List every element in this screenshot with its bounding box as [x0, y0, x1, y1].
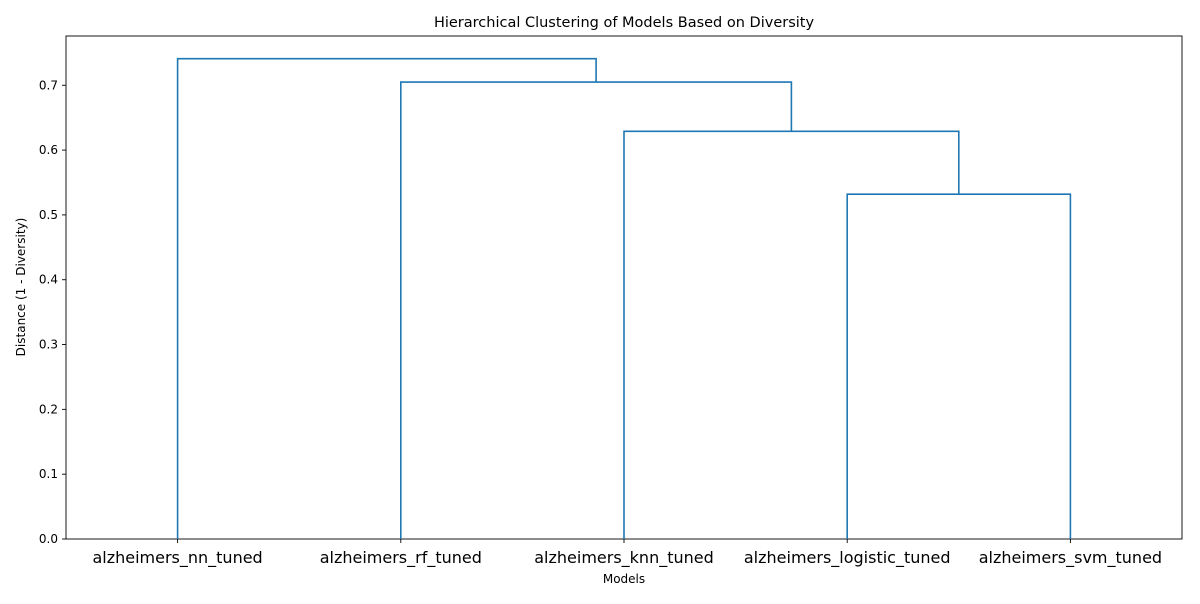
dendrogram-links [176, 57, 1072, 539]
leaf-label: alzheimers_svm_tuned [979, 548, 1162, 568]
leaf-label: alzheimers_nn_tuned [92, 548, 262, 568]
y-tick-label: 0.7 [39, 78, 58, 92]
leaf-label: alzheimers_rf_tuned [320, 548, 482, 568]
y-axis-label: Distance (1 - Diversity) [14, 218, 28, 357]
leaf-label: alzheimers_logistic_tuned [744, 548, 951, 568]
dendrogram-link [176, 57, 597, 539]
y-axis-ticks: 0.0 0.1 0.2 0.3 0.4 0.5 0.6 0.7 [39, 78, 66, 546]
dendrogram-link [846, 193, 1072, 539]
y-tick-label: 0.5 [39, 208, 58, 222]
leaf-label: alzheimers_knn_tuned [534, 548, 714, 568]
x-axis-ticks: alzheimers_nn_tuned alzheimers_rf_tuned al… [92, 539, 1162, 568]
y-tick-label: 0.4 [39, 273, 58, 287]
dendrogram-link [400, 81, 793, 539]
y-tick-label: 0.1 [39, 467, 58, 481]
y-tick-label: 0.0 [39, 532, 58, 546]
dendrogram-link [623, 130, 960, 539]
chart-title: Hierarchical Clustering of Models Based … [434, 15, 815, 31]
y-tick-label: 0.6 [39, 143, 58, 157]
y-tick-label: 0.3 [39, 338, 58, 352]
y-tick-label: 0.2 [39, 402, 58, 416]
x-axis-label: Models [603, 572, 645, 586]
